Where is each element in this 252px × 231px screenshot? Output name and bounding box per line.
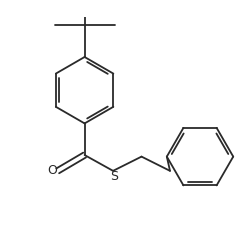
Text: S: S: [109, 170, 117, 183]
Text: O: O: [47, 164, 57, 177]
